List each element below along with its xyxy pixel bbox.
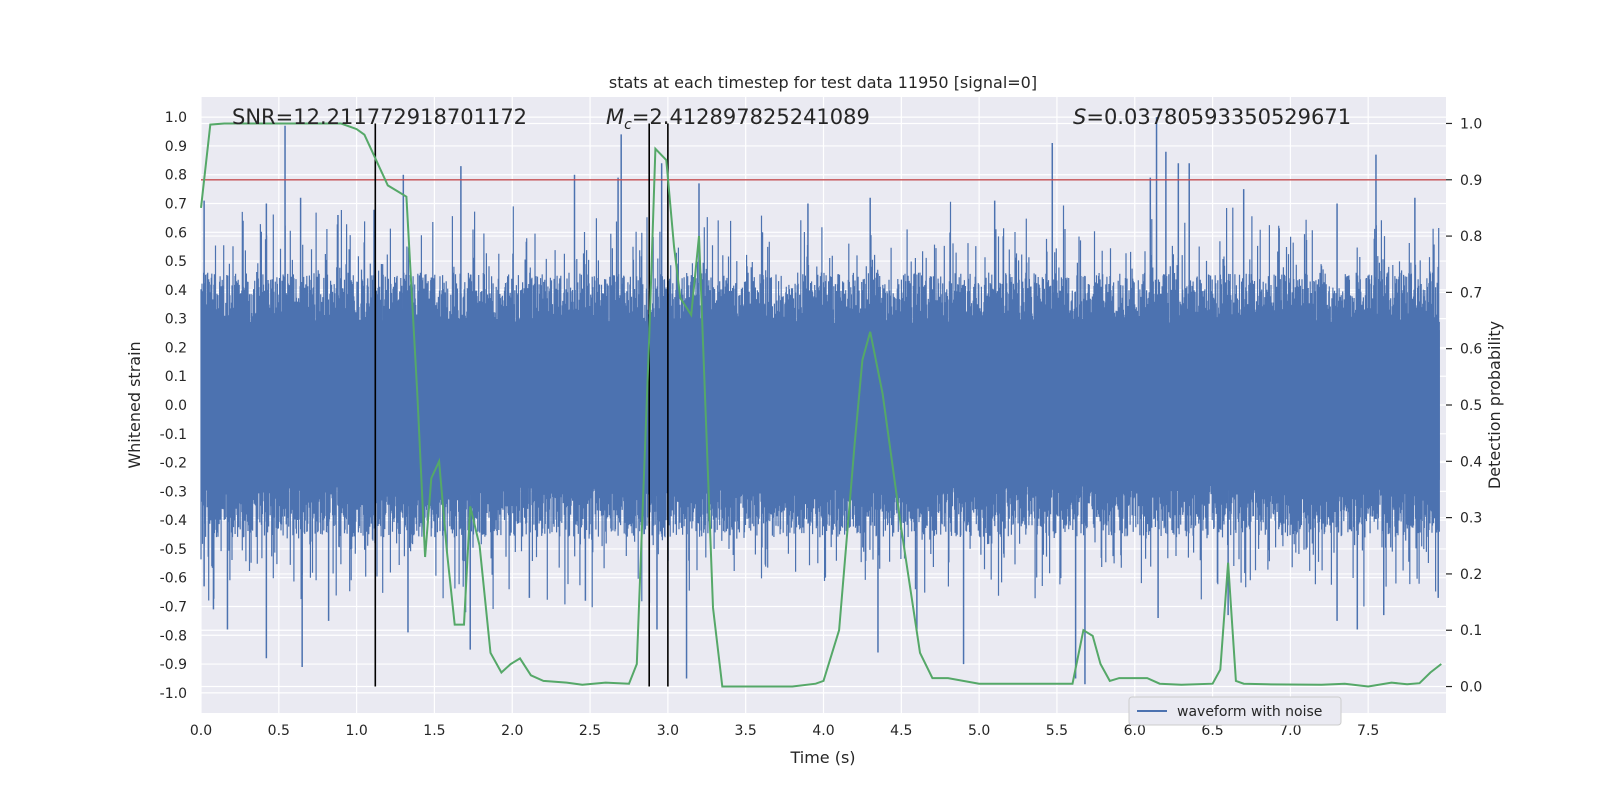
y-tick-label: 0.3	[165, 312, 187, 328]
y-tick-label: -0.1	[160, 427, 187, 443]
y-tick-label: -0.3	[160, 484, 187, 500]
y-tick-label: 0.7	[165, 197, 187, 213]
y-tick-label: 0.2	[165, 340, 187, 356]
y-tick-label: 0.8	[165, 168, 187, 184]
y-tick-label: 0.1	[165, 369, 187, 385]
y2-tick-label: 0.4	[1460, 454, 1482, 470]
y2-tick-label: 0.3	[1460, 511, 1482, 527]
chirp-mass-subscript: c	[624, 117, 632, 133]
y2-axis-ticks: 1.0 0.9 0.8 0.7 0.6 0.5 0.4 0.3 0.2 0.1 0.0	[1446, 116, 1482, 696]
y-tick-label: -1.0	[160, 686, 187, 702]
y-axis-label: Whitened strain	[125, 341, 144, 468]
y-tick-label: -0.6	[160, 571, 187, 587]
overlay-lines	[201, 123, 1446, 687]
chirp-mass-symbol: M	[606, 105, 624, 129]
x-tick-label: 0.5	[268, 723, 290, 739]
y2-tick-label: 0.2	[1460, 567, 1482, 583]
y-tick-label: 0.0	[165, 398, 187, 414]
s-symbol: S	[1073, 105, 1086, 129]
y-tick-label: -0.5	[160, 542, 187, 558]
y2-tick-label: 0.8	[1460, 229, 1482, 245]
y2-tick-label: 0.7	[1460, 285, 1482, 301]
y-tick-label: -0.8	[160, 628, 187, 644]
s-annotation: S=0.03780593350529671	[1073, 105, 1351, 129]
chirp-mass-annotation: Mc=2.412897825241089	[606, 105, 870, 133]
legend-box	[1128, 696, 1342, 726]
x-tick-label: 7.0	[1279, 723, 1301, 739]
legend-label-waveform: waveform with noise	[1177, 704, 1322, 720]
y-tick-label: 0.6	[165, 225, 187, 241]
y-tick-label: 0.5	[165, 254, 187, 270]
x-tick-label: 3.0	[657, 723, 679, 739]
x-tick-label: 5.0	[968, 723, 990, 739]
y-tick-label: 0.9	[165, 139, 187, 155]
legend: waveform with noise	[1128, 696, 1342, 726]
strain-noise-core	[201, 330, 1440, 480]
y2-axis-label: Detection probability	[1485, 321, 1504, 489]
y2-tick-label: 0.0	[1460, 680, 1482, 696]
probability-series	[200, 122, 1442, 688]
x-tick-label: 2.5	[579, 723, 601, 739]
chirp-mass-value: =2.412897825241089	[632, 105, 870, 129]
x-tick-label: 3.5	[735, 723, 757, 739]
y-tick-label: -0.2	[160, 456, 187, 472]
x-tick-label: 6.0	[1124, 723, 1146, 739]
x-axis-ticks: 0.0 0.5 1.0 1.5 2.0 2.5 3.0 3.5 4.0 4.5 5.0 5.5 6.0 6…	[190, 723, 1379, 739]
y-tick-label: 1.0	[165, 110, 187, 126]
y-axis-ticks: 1.0 0.9 0.8 0.7 0.6 0.5 0.4 0.3 0.2 0.1 0.0 -0.1 -0.…	[160, 110, 187, 702]
probability-line	[200, 122, 1442, 688]
y-tick-label: -0.4	[160, 513, 187, 529]
x-tick-label: 1.0	[345, 723, 367, 739]
y2-tick-label: 0.9	[1460, 173, 1482, 189]
y2-tick-label: 0.6	[1460, 342, 1482, 358]
chart-title: stats at each timestep for test data 119…	[609, 73, 1037, 92]
y2-tick-label: 1.0	[1460, 116, 1482, 132]
x-tick-label: 5.5	[1046, 723, 1068, 739]
x-tick-label: 6.5	[1201, 723, 1223, 739]
s-value: =0.03780593350529671	[1086, 105, 1351, 129]
x-axis-label: Time (s)	[789, 748, 855, 767]
y2-tick-label: 0.1	[1460, 623, 1482, 639]
strain-series	[200, 117, 1440, 685]
y-tick-label: 0.4	[165, 283, 187, 299]
x-tick-label: 0.0	[190, 723, 212, 739]
x-tick-label: 1.5	[423, 723, 445, 739]
x-tick-label: 4.0	[812, 723, 834, 739]
snr-annotation: SNR=12.211772918701172	[232, 105, 527, 129]
y-tick-label: -0.9	[160, 657, 187, 673]
x-tick-label: 7.5	[1357, 723, 1379, 739]
y2-tick-label: 0.5	[1460, 398, 1482, 414]
y-tick-label: -0.7	[160, 599, 187, 615]
x-tick-label: 2.0	[501, 723, 523, 739]
x-tick-label: 4.5	[890, 723, 912, 739]
